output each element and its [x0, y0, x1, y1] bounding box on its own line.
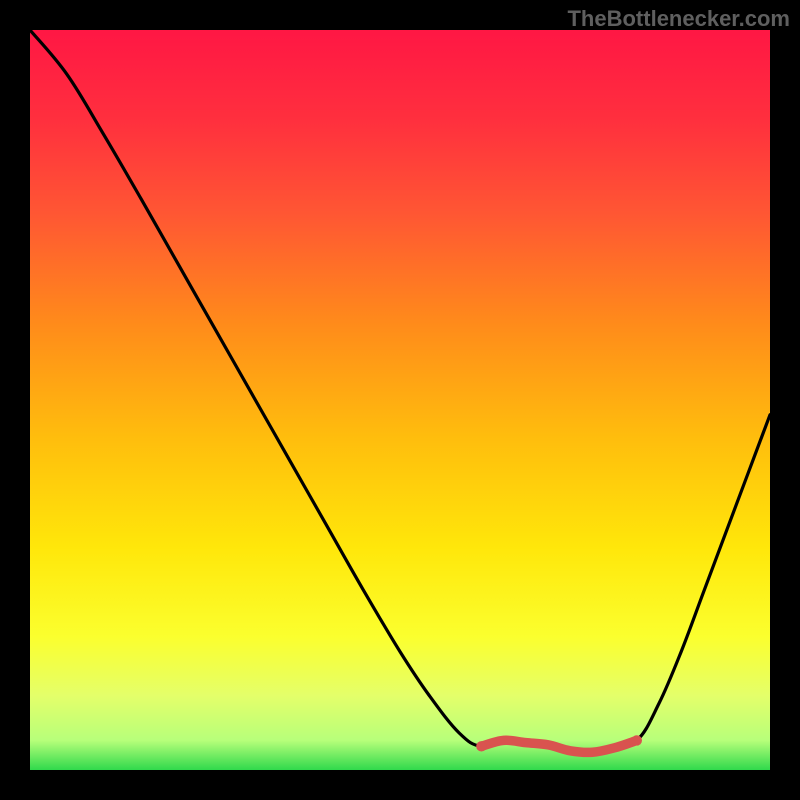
gradient-background: [30, 30, 770, 770]
plot-svg: [30, 30, 770, 770]
plot-area: [30, 30, 770, 770]
highlight-end-dot: [632, 735, 642, 745]
chart-container: TheBottlenecker.com: [0, 0, 800, 800]
watermark-text: TheBottlenecker.com: [567, 6, 790, 32]
highlight-start-dot: [476, 741, 486, 751]
